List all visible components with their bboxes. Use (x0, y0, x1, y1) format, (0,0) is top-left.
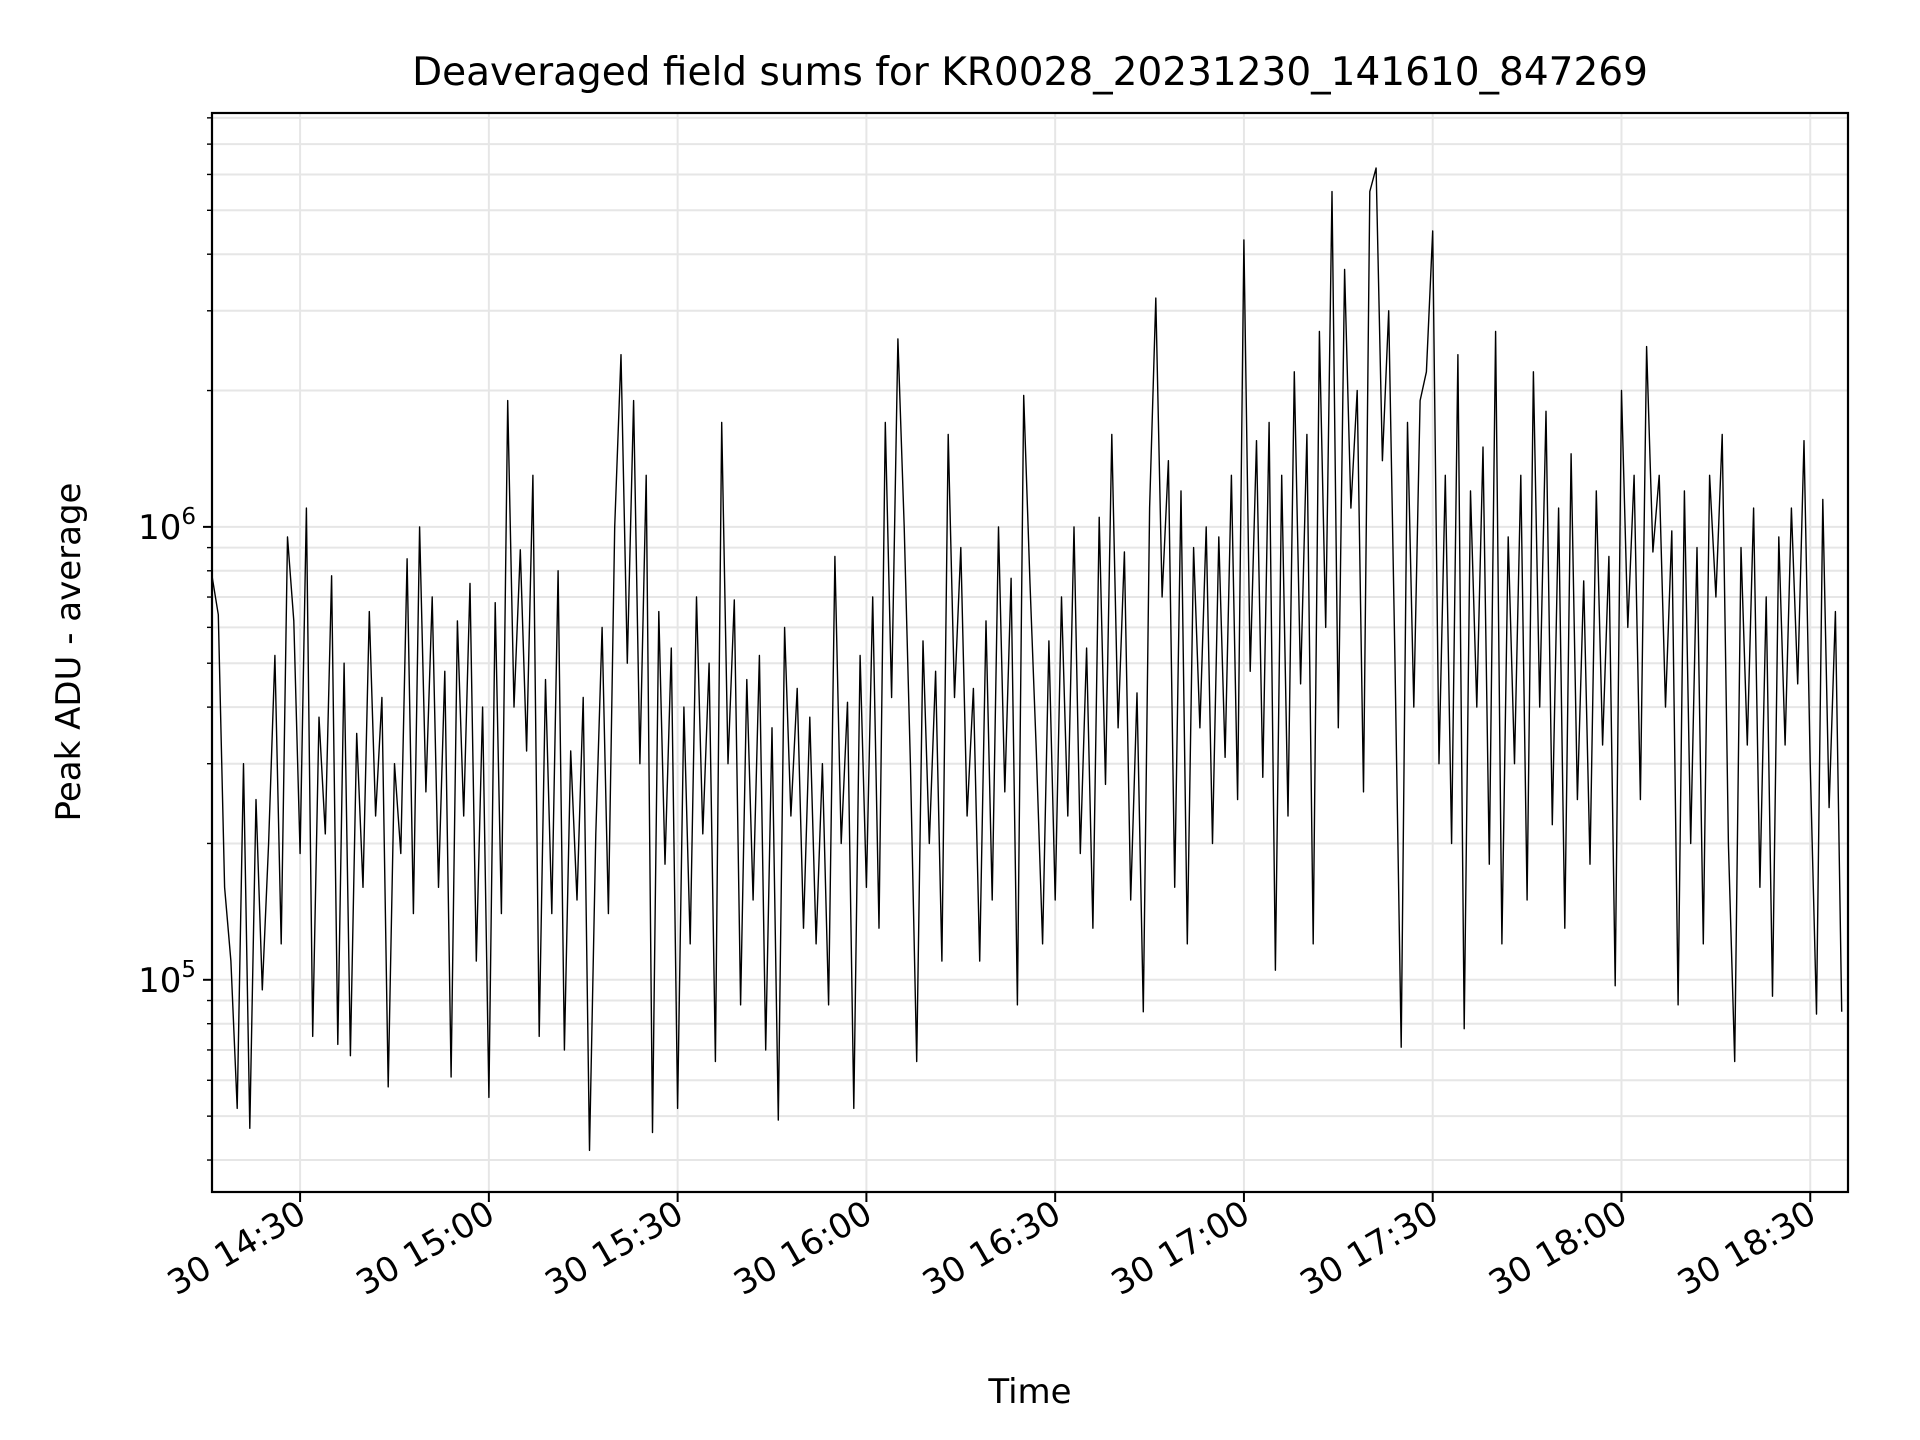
y-tick-exponent: 5 (181, 957, 196, 983)
plot-frame (210, 111, 1850, 1194)
series-line (211, 167, 1843, 1152)
y-tick-base: 10 (138, 508, 181, 548)
y-tick-base: 10 (138, 961, 181, 1001)
y-tick-label: 105 (138, 957, 196, 1001)
x-axis-label: Time (987, 1372, 1071, 1412)
y-tick-label: 106 (138, 504, 196, 548)
series-layer (211, 167, 1843, 1152)
y-tick-exponent: 6 (181, 504, 196, 530)
chart-title: Deaveraged field sums for KR0028_2023123… (412, 50, 1648, 95)
y-axis-label: Peak ADU - average (49, 483, 89, 822)
